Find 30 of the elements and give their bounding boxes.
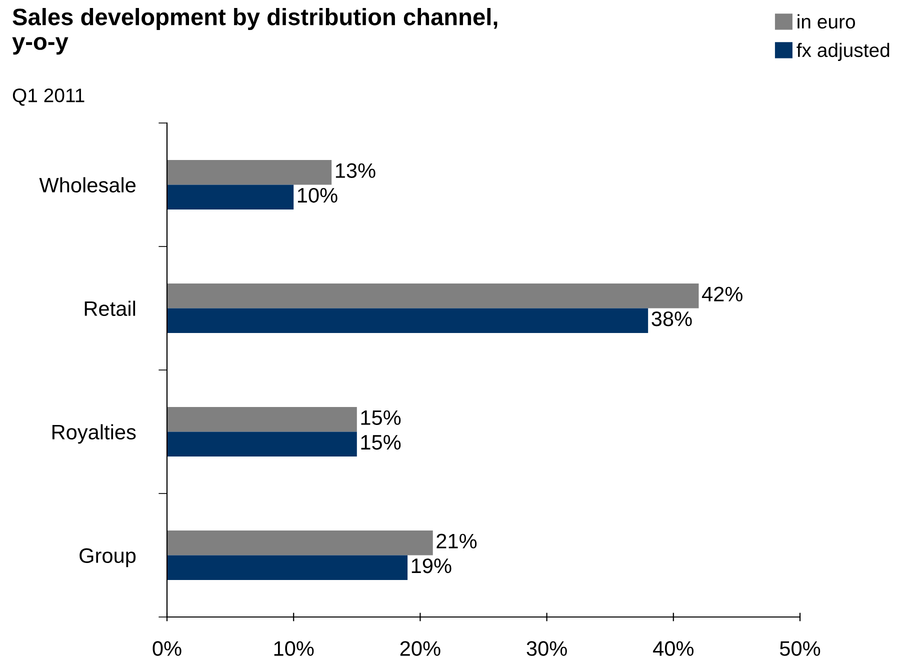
legend-label: fx adjusted xyxy=(796,42,890,61)
x-tick-label: 50% xyxy=(780,641,820,656)
chart-title: Sales development by distribution channel, y-o-y xyxy=(12,8,498,55)
bar xyxy=(167,555,408,580)
data-label: 38% xyxy=(652,311,692,326)
bar xyxy=(167,160,332,185)
bar xyxy=(167,284,699,308)
y-tick-label: Wholesale xyxy=(39,177,136,193)
x-tick-label: 0% xyxy=(152,641,182,656)
data-label: 15% xyxy=(361,410,401,425)
data-label: 19% xyxy=(412,558,452,574)
x-tick-label: 30% xyxy=(526,641,567,656)
y-tick-label: Retail xyxy=(84,300,136,316)
x-tick-label: 10% xyxy=(274,641,314,656)
y-tick-label: Group xyxy=(80,548,136,568)
bar xyxy=(167,432,357,456)
x-tick-label: 20% xyxy=(400,641,440,656)
data-label: 42% xyxy=(702,286,742,302)
data-label: 13% xyxy=(336,163,376,178)
bar xyxy=(167,530,433,556)
bar xyxy=(167,184,294,210)
legend-label: in euro xyxy=(798,14,855,29)
x-tick-label: 40% xyxy=(653,641,694,656)
data-label: 15% xyxy=(361,435,401,450)
y-tick-label: Royalties xyxy=(52,424,136,444)
bar xyxy=(167,407,357,432)
bar xyxy=(167,308,648,333)
data-label: 10% xyxy=(298,188,338,203)
data-label: 21% xyxy=(436,534,477,548)
chart-subtitle: Q1 2011 xyxy=(12,88,84,106)
